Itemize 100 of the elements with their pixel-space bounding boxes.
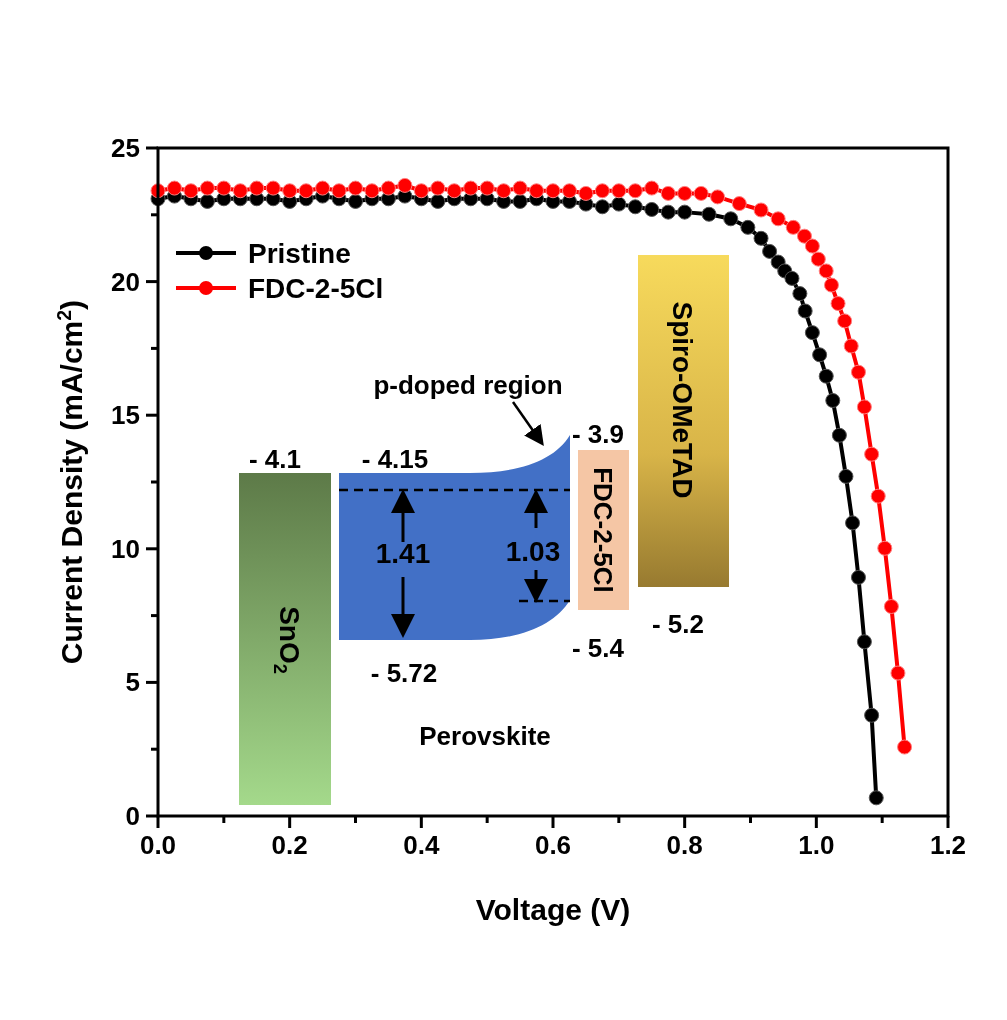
y-tick-label: 20 — [111, 266, 140, 297]
x-tick-label: 1.2 — [929, 830, 967, 860]
annotation: - 5.72 — [370, 658, 438, 688]
point — [627, 183, 643, 199]
point — [753, 202, 769, 218]
point — [660, 185, 676, 201]
x-tick-label: 0.6 — [534, 830, 572, 860]
point — [512, 180, 528, 196]
annotation: - 5.2 — [651, 609, 705, 639]
point — [753, 230, 769, 246]
point — [796, 228, 812, 244]
point — [856, 634, 872, 650]
point — [364, 183, 380, 199]
y-tick-label: 0 — [125, 801, 140, 831]
point — [723, 211, 739, 227]
point — [446, 183, 462, 199]
point — [818, 263, 834, 279]
point — [479, 180, 495, 196]
point — [660, 204, 676, 220]
point — [831, 427, 847, 443]
point — [784, 270, 800, 286]
point — [348, 193, 363, 209]
point — [298, 183, 314, 199]
x-tick-label: 0.8 — [666, 830, 703, 860]
point — [611, 183, 627, 199]
point — [594, 183, 610, 199]
point — [864, 707, 880, 723]
point — [677, 204, 693, 220]
point — [232, 183, 248, 199]
point — [693, 185, 709, 201]
annotation: p-doped region — [373, 370, 563, 400]
point — [512, 193, 528, 209]
y-tick-label: 10 — [111, 533, 140, 564]
y-tick-label: 15 — [111, 400, 140, 431]
point — [216, 180, 232, 196]
point — [561, 183, 577, 199]
annotation: 1.03 — [505, 536, 561, 567]
point — [825, 393, 841, 408]
point — [594, 199, 610, 215]
point — [868, 790, 884, 806]
point — [837, 313, 853, 329]
point — [850, 569, 866, 585]
point — [315, 180, 331, 196]
point — [644, 201, 660, 217]
legend-label: FDC-2-5Cl — [248, 272, 384, 304]
point — [762, 243, 778, 259]
x-tick-label: 0.4 — [403, 830, 440, 860]
point — [199, 180, 215, 196]
point — [785, 219, 801, 235]
x-tick-label: 1.0 — [798, 830, 835, 860]
point — [496, 183, 512, 199]
point — [710, 189, 726, 205]
point — [282, 183, 298, 199]
point — [843, 338, 859, 354]
point — [792, 286, 808, 302]
x-tick-label: 0.2 — [271, 830, 308, 860]
point — [627, 199, 643, 215]
point — [430, 193, 446, 209]
point — [864, 446, 880, 462]
annotation: Perovskite — [419, 721, 551, 751]
point — [890, 665, 906, 681]
point — [249, 180, 265, 196]
point — [644, 180, 660, 196]
point — [897, 739, 913, 755]
annotation: 1.41 — [375, 538, 431, 569]
point — [870, 488, 886, 504]
point — [677, 185, 693, 201]
x-axis-title: Voltage (V) — [475, 893, 631, 926]
point — [770, 211, 786, 227]
annotation: FDC-2-5Cl — [588, 467, 618, 593]
point — [380, 180, 396, 196]
point — [348, 180, 363, 196]
point — [877, 540, 893, 556]
point — [611, 196, 627, 212]
point — [731, 196, 747, 212]
point — [265, 180, 281, 196]
point — [430, 180, 446, 196]
annotation: - 4.15 — [361, 444, 429, 474]
point — [830, 296, 846, 312]
point — [850, 364, 866, 380]
point — [183, 183, 199, 199]
point — [397, 177, 413, 193]
point — [838, 468, 854, 484]
annotation: - 4.1 — [248, 444, 302, 474]
y-tick-label: 25 — [111, 133, 140, 163]
point — [823, 277, 839, 293]
point — [545, 183, 561, 199]
point — [463, 180, 479, 196]
point — [856, 399, 872, 415]
point — [701, 206, 717, 222]
point — [804, 325, 820, 341]
point — [845, 515, 861, 531]
point — [818, 368, 834, 384]
x-tick-label: 0.0 — [139, 830, 177, 860]
point — [529, 183, 545, 199]
point — [797, 303, 813, 319]
legend-label: Pristine — [248, 237, 351, 269]
annotation: Spiro-OMeTAD — [667, 301, 699, 499]
point — [413, 183, 429, 199]
point — [166, 180, 182, 196]
